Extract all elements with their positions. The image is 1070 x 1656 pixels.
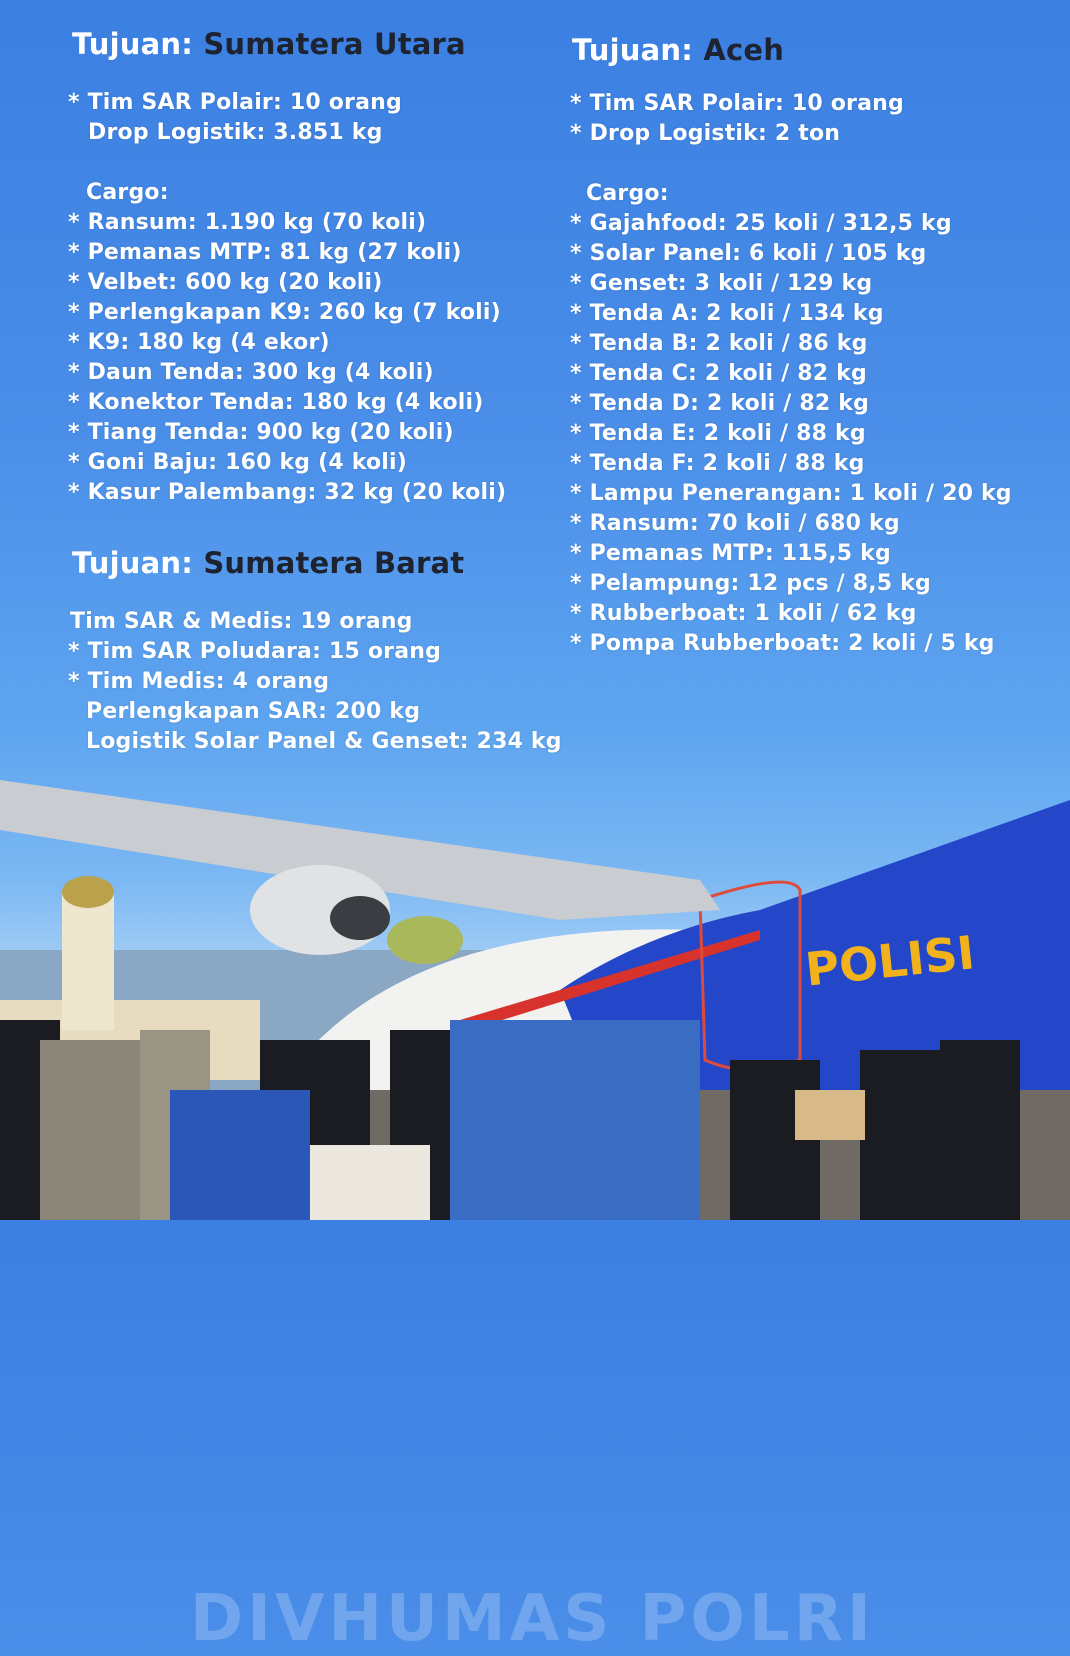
section-sumatera-barat: Tujuan: Sumatera Barat Tim SAR & Medis: … [68,543,562,757]
photo-illustration: POLISI [0,780,1070,1220]
cargo-item: * Genset: 3 koli / 129 kg [570,271,873,296]
aircraft-loading-photo: POLISI DIVHUMAS POLRI [0,760,1070,1656]
cargo-item: * Tenda B: 2 koli / 86 kg [570,331,868,356]
cargo-label: Cargo: [586,181,669,206]
cargo-item: * Solar Panel: 6 koli / 105 kg [570,241,927,266]
cargo-item: * Kasur Palembang: 32 kg (20 koli) [68,480,507,505]
cargo-item: * Ransum: 70 koli / 680 kg [570,511,900,536]
cargo-item: * Goni Baju: 160 kg (4 koli) [68,450,408,475]
cargo-box [310,1145,430,1220]
info-line: * Tim SAR Polair: 10 orang [68,90,402,115]
cargo-item: * Pelampung: 12 pcs / 8,5 kg [570,571,931,596]
cargo-item: * Perlengkapan K9: 260 kg (7 koli) [68,300,501,325]
cargo-item: * Tenda D: 2 koli / 82 kg [570,391,870,416]
cargo-item: * K9: 180 kg (4 ekor) [68,330,330,355]
officer [40,1040,140,1220]
minaret [62,890,114,1030]
cargo-item: * Lampu Penerangan: 1 koli / 20 kg [570,481,1012,506]
cargo-item: * Rubberboat: 1 koli / 62 kg [570,601,917,626]
info-line: * Tim SAR Poludara: 15 orang [68,639,442,664]
section-heading: Tujuan: Aceh [572,33,785,67]
cargo-item: * Pompa Rubberboat: 2 koli / 5 kg [570,631,995,656]
info-line: Drop Logistik: 3.851 kg [88,120,383,145]
cargo-item: * Tenda C: 2 koli / 82 kg [570,361,867,386]
cargo-list: * Ransum: 1.190 kg (70 koli) * Pemanas MT… [68,208,506,508]
cargo-box [795,1090,865,1140]
cargo-item: * Konektor Tenda: 180 kg (4 koli) [68,390,484,415]
fuselage-blue [560,800,1070,1090]
dome [387,916,463,964]
section-aceh: Tujuan: Aceh * Tim SAR Polair: 10 orang … [570,30,1012,659]
cargo-item: * Tenda E: 2 koli / 88 kg [570,421,866,446]
section-heading: Tujuan: Sumatera Utara [72,27,466,61]
cargo-label: Cargo: [86,180,169,205]
info-line: * Tim SAR Polair: 10 orang [570,91,904,116]
wing [0,780,720,920]
cargo-item: * Tiang Tenda: 900 kg (20 koli) [68,420,454,445]
info-line: Logistik Solar Panel & Genset: 234 kg [86,729,562,754]
cargo-item: * Gajahfood: 25 koli / 312,5 kg [570,211,952,236]
info-line: * Tim Medis: 4 orang [68,669,330,694]
section-sumatera-utara: Tujuan: Sumatera Utara * Tim SAR Polair:… [68,24,506,508]
cargo-item: * Velbet: 600 kg (20 koli) [68,270,383,295]
info-line: * Drop Logistik: 2 ton [570,121,841,146]
info-line: Tim SAR & Medis: 19 orang [70,609,413,634]
section-heading: Tujuan: Sumatera Barat [72,546,465,580]
cargo-item: * Pemanas MTP: 81 kg (27 koli) [68,240,462,265]
watermark: DIVHUMAS POLRI [190,1582,875,1656]
cargo-list: * Gajahfood: 25 koli / 312,5 kg * Solar P… [570,209,1012,659]
person-blue [170,1090,310,1220]
cargo-item: * Tenda A: 2 koli / 134 kg [570,301,884,326]
cargo-item: * Pemanas MTP: 115,5 kg [570,541,891,566]
info-line: Perlengkapan SAR: 200 kg [86,699,421,724]
person-blue [450,1020,700,1220]
cargo-item: * Ransum: 1.190 kg (70 koli) [68,210,427,235]
cargo-item: * Daun Tenda: 300 kg (4 koli) [68,360,434,385]
cargo-item: * Tenda F: 2 koli / 88 kg [570,451,865,476]
